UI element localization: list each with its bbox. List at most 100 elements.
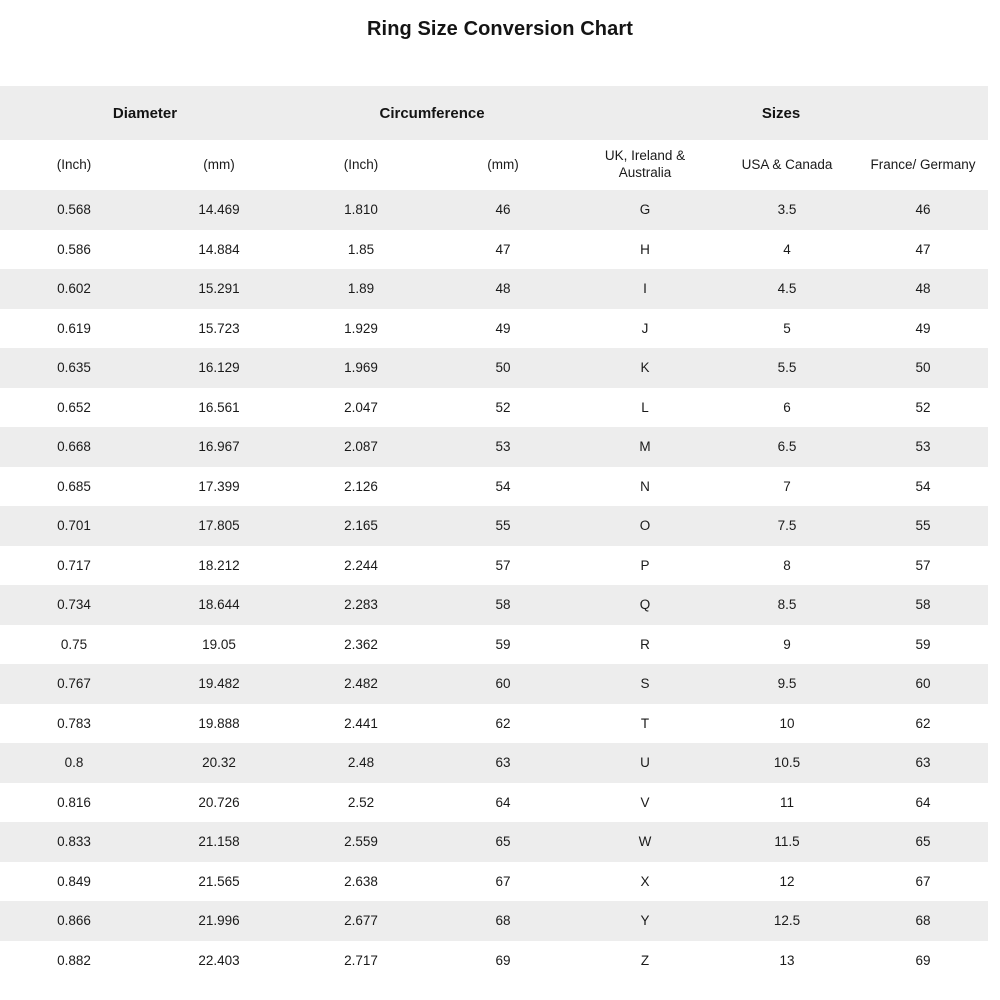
cell-usa-canada: 6.5	[777, 439, 797, 454]
cell-diameter-inch: 0.701	[57, 518, 91, 533]
cell-circumference-inch: 1.89	[347, 281, 375, 296]
cell-france-germany: 64	[915, 794, 931, 810]
cell-uk-ireland-australia: Z	[640, 952, 650, 968]
cell-uk-ireland-australia: I	[643, 281, 647, 296]
cell-uk-ireland-australia: M	[639, 439, 651, 454]
cell-circumference-mm: 55	[495, 518, 511, 533]
cell-circumference-inch: 2.52	[347, 794, 375, 810]
cell-usa-canada: 11.5	[774, 834, 800, 849]
table-row: 0.652 16.561 2.047 52 L 6 52	[0, 387, 989, 427]
column-header-row: (Inch) (mm) (Inch) (mm) UK, Ireland & Au…	[0, 140, 989, 190]
cell-circumference-mm: 59	[495, 636, 511, 652]
cell-diameter-inch: 0.882	[57, 952, 91, 968]
cell-france-germany: 57	[915, 557, 931, 573]
page-title: Ring Size Conversion Chart	[367, 18, 633, 40]
cell-diameter-mm: 21.158	[198, 834, 240, 849]
cell-circumference-mm: 54	[495, 478, 511, 494]
cell-diameter-mm: 15.291	[198, 281, 240, 296]
cell-circumference-inch: 2.047	[344, 399, 378, 415]
cell-diameter-inch: 0.75	[60, 636, 88, 652]
cell-circumference-inch: 2.48	[347, 755, 375, 770]
cell-usa-canada: 11	[780, 794, 795, 810]
cell-diameter-inch: 0.685	[57, 478, 91, 494]
cell-usa-canada: 5.5	[777, 360, 797, 375]
cell-uk-ireland-australia: V	[640, 794, 650, 810]
column-header-usa-canada: USA & Canada	[741, 156, 833, 172]
cell-circumference-inch: 1.969	[344, 360, 378, 375]
table-row: 0.602 15.291 1.89 48 I 4.5 48	[0, 269, 989, 309]
cell-france-germany: 50	[915, 360, 931, 375]
cell-circumference-inch: 2.677	[344, 913, 378, 928]
cell-diameter-mm: 19.888	[198, 715, 240, 731]
group-header-circumference: Circumference	[379, 104, 485, 122]
cell-diameter-inch: 0.635	[57, 360, 91, 375]
cell-circumference-inch: 2.717	[344, 952, 378, 968]
cell-usa-canada: 12.5	[773, 913, 801, 928]
cell-diameter-inch: 0.717	[57, 557, 91, 573]
cell-usa-canada: 10	[779, 715, 795, 731]
cell-diameter-inch: 0.586	[57, 241, 91, 257]
column-header-circumference-inch: (Inch)	[343, 156, 379, 172]
cell-france-germany: 60	[915, 676, 931, 691]
cell-usa-canada: 8	[783, 557, 791, 573]
column-header-diameter-inch: (Inch)	[56, 156, 92, 172]
table-row: 0.668 16.967 2.087 53 M 6.5 53	[0, 427, 989, 467]
cell-diameter-inch: 0.783	[57, 715, 91, 731]
cell-circumference-inch: 2.165	[344, 518, 378, 533]
cell-usa-canada: 9.5	[777, 676, 797, 691]
cell-diameter-mm: 20.32	[202, 755, 236, 770]
cell-france-germany: 67	[915, 873, 931, 889]
cell-circumference-mm: 68	[495, 913, 511, 928]
cell-circumference-mm: 62	[495, 715, 511, 731]
cell-diameter-mm: 16.561	[198, 399, 240, 415]
cell-circumference-inch: 2.244	[344, 557, 378, 573]
cell-circumference-mm: 69	[495, 952, 511, 968]
cell-uk-ireland-australia: S	[640, 676, 650, 691]
cell-france-germany: 52	[915, 399, 931, 415]
table-row: 0.8 20.32 2.48 63 U 10.5 63	[0, 743, 989, 783]
column-header-diameter-mm: (mm)	[203, 156, 235, 172]
ring-size-conversion-table: Diameter Circumference Sizes (Inch) (mm)…	[0, 86, 989, 980]
cell-uk-ireland-australia: T	[640, 715, 650, 731]
cell-usa-canada: 9	[783, 636, 791, 652]
cell-circumference-inch: 2.087	[344, 439, 378, 454]
group-header-sizes: Sizes	[761, 104, 801, 122]
table-row: 0.849 21.565 2.638 67 X 12 67	[0, 861, 989, 901]
cell-diameter-inch: 0.602	[57, 281, 91, 296]
cell-france-germany: 59	[915, 636, 931, 652]
cell-usa-canada: 10.5	[773, 755, 801, 770]
cell-france-germany: 49	[915, 320, 931, 336]
cell-uk-ireland-australia: Y	[640, 913, 650, 928]
cell-circumference-inch: 2.559	[344, 834, 378, 849]
cell-diameter-mm: 14.884	[198, 241, 240, 257]
cell-usa-canada: 6	[783, 399, 791, 415]
cell-france-germany: 55	[915, 518, 931, 533]
cell-usa-canada: 12	[779, 873, 795, 889]
table-row: 0.685 17.399 2.126 54 N 7 54	[0, 466, 989, 506]
cell-usa-canada: 7	[783, 478, 791, 494]
table-row: 0.619 15.723 1.929 49 J 5 49	[0, 308, 989, 348]
cell-uk-ireland-australia: O	[639, 518, 651, 533]
cell-circumference-mm: 60	[495, 676, 511, 691]
cell-diameter-mm: 20.726	[198, 794, 240, 810]
cell-diameter-inch: 0.619	[57, 320, 91, 336]
cell-diameter-mm: 19.05	[202, 636, 236, 652]
cell-circumference-mm: 50	[495, 360, 511, 375]
cell-france-germany: 46	[915, 202, 931, 217]
cell-diameter-mm: 18.212	[198, 557, 240, 573]
table-row: 0.816 20.726 2.52 64 V 11 64	[0, 782, 989, 822]
cell-diameter-inch: 0.767	[57, 676, 91, 691]
cell-circumference-inch: 2.441	[344, 715, 378, 731]
cell-uk-ireland-australia: P	[640, 557, 650, 573]
cell-usa-canada: 5	[783, 320, 791, 336]
cell-diameter-mm: 15.723	[198, 320, 240, 336]
cell-diameter-mm: 16.967	[198, 439, 240, 454]
cell-diameter-inch: 0.816	[57, 794, 91, 810]
column-header-circumference-mm: (mm)	[487, 156, 519, 172]
cell-diameter-mm: 16.129	[198, 360, 240, 375]
cell-france-germany: 62	[915, 715, 931, 731]
table-row: 0.635 16.129 1.969 50 K 5.5 50	[0, 348, 989, 388]
cell-diameter-mm: 18.644	[198, 597, 240, 612]
cell-diameter-inch: 0.849	[57, 873, 91, 889]
